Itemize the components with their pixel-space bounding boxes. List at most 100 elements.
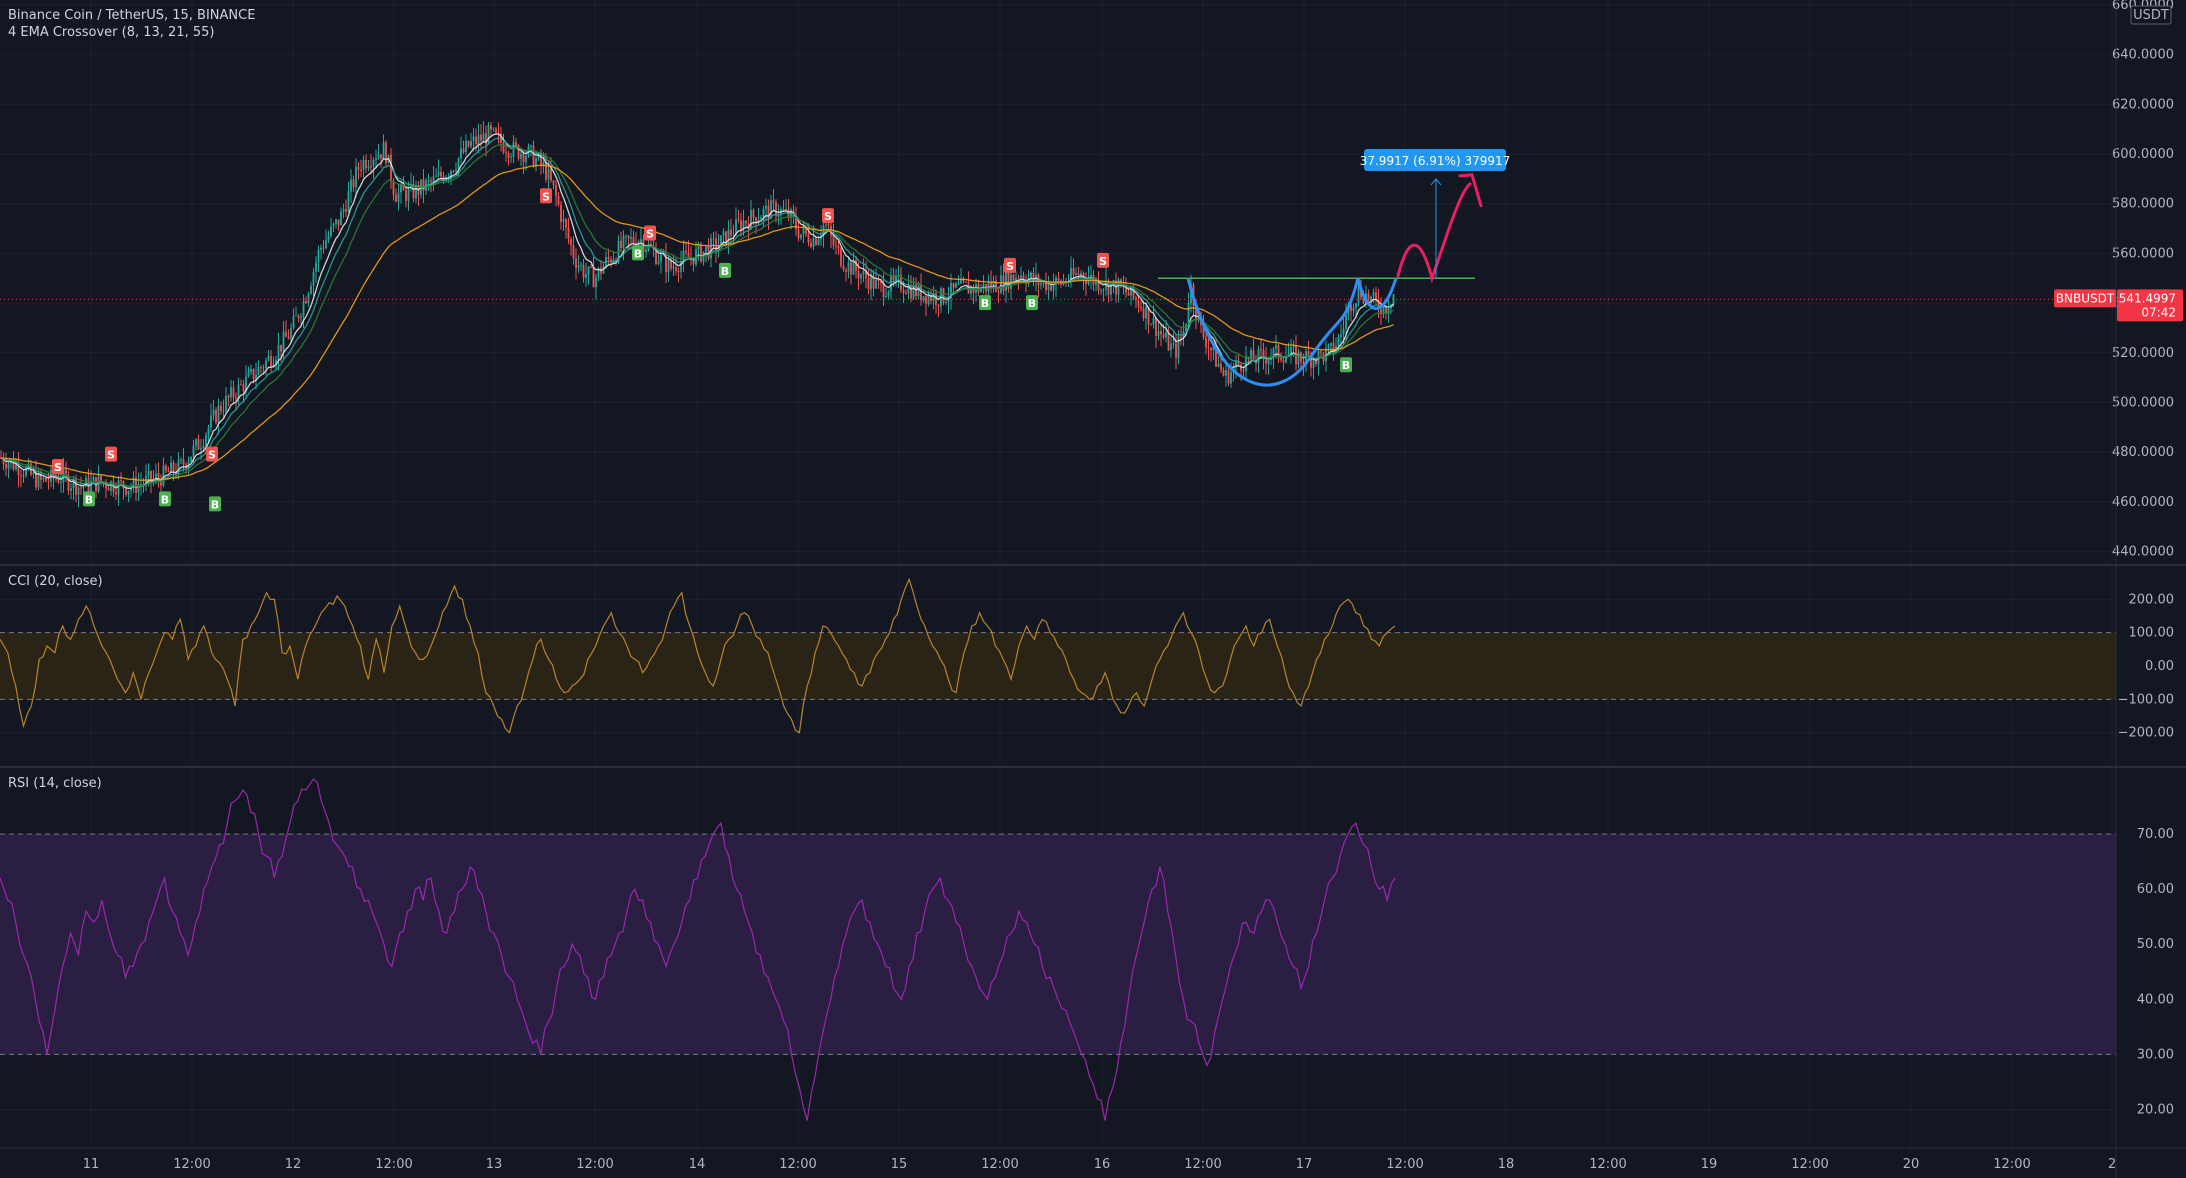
cci-pane[interactable] [0, 577, 1396, 734]
cup-drawing[interactable] [1186, 277, 1398, 387]
buy-signal [209, 496, 221, 512]
candle-body [867, 278, 870, 290]
candle-body [1055, 277, 1057, 285]
rsi-title[interactable]: RSI (14, close) [8, 776, 102, 791]
measure-label-box[interactable] [1364, 149, 1506, 171]
candle-body [322, 247, 325, 249]
price-tick-label: 440.0000 [2112, 545, 2174, 560]
rsi-pane[interactable] [0, 778, 1396, 1121]
candle-body [1250, 350, 1252, 360]
time-tick-label: 12:00 [981, 1157, 1018, 1172]
symbol-title[interactable]: Binance Coin / TetherUS, 15, BINANCE [8, 8, 256, 23]
candle-body [815, 237, 817, 245]
candle-body [1020, 275, 1022, 279]
candle-body [37, 473, 40, 488]
rsi-tick-label: 40.00 [2137, 992, 2174, 1007]
candle-body [982, 283, 985, 289]
symbol-tag[interactable] [2054, 289, 2116, 308]
candle-body [45, 478, 47, 482]
candle-body [1070, 267, 1072, 282]
candle-body [1042, 280, 1045, 284]
currency-badge[interactable] [2130, 5, 2172, 25]
candle-body [807, 233, 810, 243]
candle-body [292, 315, 295, 329]
candle-body [965, 281, 967, 283]
signal-label: S [208, 449, 216, 462]
candle-body [460, 148, 462, 159]
candle-body [165, 465, 167, 471]
time-tick-label: 12:00 [779, 1157, 816, 1172]
last-price-tag[interactable] [2117, 289, 2183, 322]
candle-body [837, 245, 840, 249]
projection-drawing[interactable] [1396, 182, 1472, 284]
candle-body [52, 470, 55, 479]
candle-body [297, 315, 300, 319]
candle-body [925, 296, 927, 304]
price-pane[interactable] [0, 121, 2116, 508]
candle-body [257, 366, 260, 375]
candle-body [382, 142, 385, 159]
candle-body [827, 224, 830, 226]
candle-body [945, 302, 947, 304]
candle-body [1090, 274, 1092, 279]
candle-body [247, 371, 250, 377]
candle-body [710, 238, 712, 259]
candle-body [912, 284, 915, 299]
candle-body [1132, 286, 1135, 298]
candle-body [107, 488, 110, 491]
cci-title[interactable]: CCI (20, close) [8, 574, 103, 589]
candle-body [290, 328, 292, 339]
candle-body [272, 364, 275, 367]
candle-body [562, 219, 565, 222]
candle-body [922, 296, 925, 301]
candle-body [285, 331, 287, 337]
candle-body [412, 183, 415, 199]
signal-label: S [107, 449, 115, 462]
candle-body [917, 284, 920, 296]
candle-body [665, 254, 667, 273]
candle-body [362, 159, 365, 170]
candle-body [930, 294, 932, 301]
candle-body [142, 484, 145, 486]
candle-body [197, 439, 200, 450]
signal-label: S [824, 210, 832, 223]
candle-body [725, 231, 727, 246]
candle-body [367, 166, 370, 169]
candle-body [877, 279, 880, 282]
candle-body [47, 481, 50, 483]
candle-body [175, 472, 177, 475]
cci-tick-label: 200.00 [2129, 592, 2175, 607]
candle-body [1280, 357, 1282, 360]
candle-body [865, 270, 867, 279]
buy-signal [632, 245, 644, 261]
candle-body [950, 282, 952, 299]
candle-body [1205, 336, 1207, 348]
candle-body [352, 179, 355, 188]
signal-label: B [85, 493, 93, 506]
time-tick-label: 17 [1296, 1157, 1313, 1172]
candle-body [1007, 271, 1010, 289]
candle-body [327, 235, 330, 241]
candle-body [2, 457, 5, 464]
candle-body [1000, 275, 1002, 293]
currency-label: USDT [2133, 8, 2169, 23]
candle-body [1352, 307, 1355, 312]
candle-body [1305, 351, 1307, 364]
candle-body [1245, 356, 1247, 372]
candle-body [555, 185, 557, 196]
candle-body [870, 275, 872, 290]
candle-body [895, 275, 897, 280]
candle-body [215, 409, 217, 423]
candle-body [280, 344, 282, 352]
drawings[interactable]: 37.9917 (6.91%) 379917 [1158, 149, 1510, 387]
buy-signal [1340, 357, 1352, 373]
candle-body [847, 262, 850, 272]
candle-body [480, 134, 482, 141]
last-price-value: 541.4997 [2119, 291, 2176, 305]
candle-body [317, 250, 320, 263]
candle-body [1362, 297, 1365, 303]
indicator-title[interactable]: 4 EMA Crossover (8, 13, 21, 55) [8, 25, 215, 40]
